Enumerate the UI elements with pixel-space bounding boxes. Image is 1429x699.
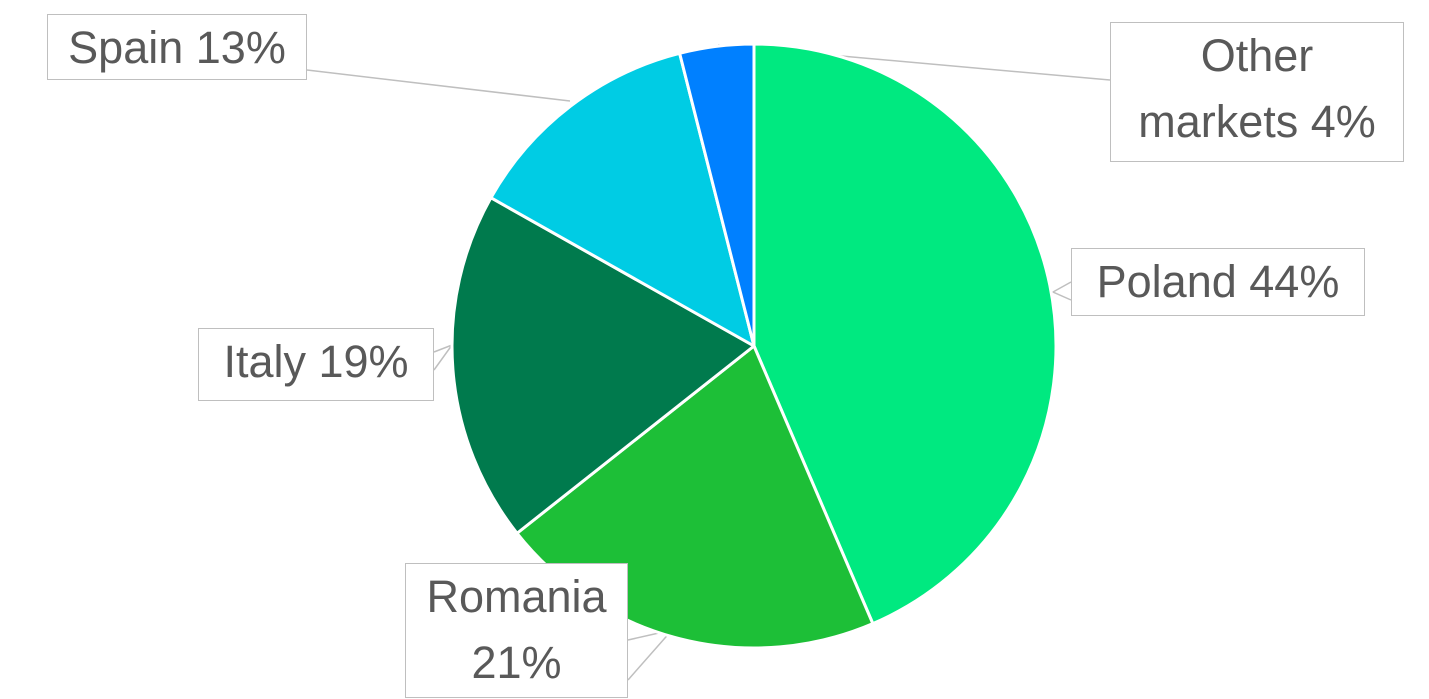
pie-slice [489,51,756,348]
category-label: Spain [68,22,184,73]
data-label: Italy 19% [198,328,434,401]
data-label: Poland 44% [1071,248,1365,316]
value-label: 19% [318,336,409,387]
leader-line [306,69,571,102]
leader-line [627,628,675,681]
category-label: Other markets [1138,30,1314,147]
category-label: Poland [1096,256,1237,307]
pie-slice [678,42,756,348]
value-label: 13% [195,22,286,73]
pie-slice [752,42,1058,626]
pie-slice [450,196,756,535]
category-label: Romania [426,571,607,622]
leader-line [433,343,455,371]
data-label: Romania 21% [405,563,628,698]
value-label: 4% [1310,96,1376,147]
value-label: 44% [1249,256,1340,307]
value-label: 21% [471,637,562,688]
data-label: Spain 13% [47,14,307,80]
category-label: Italy [223,336,306,387]
leader-line [1051,281,1072,301]
slices [450,42,1058,650]
data-label: Other markets 4% [1110,22,1404,162]
